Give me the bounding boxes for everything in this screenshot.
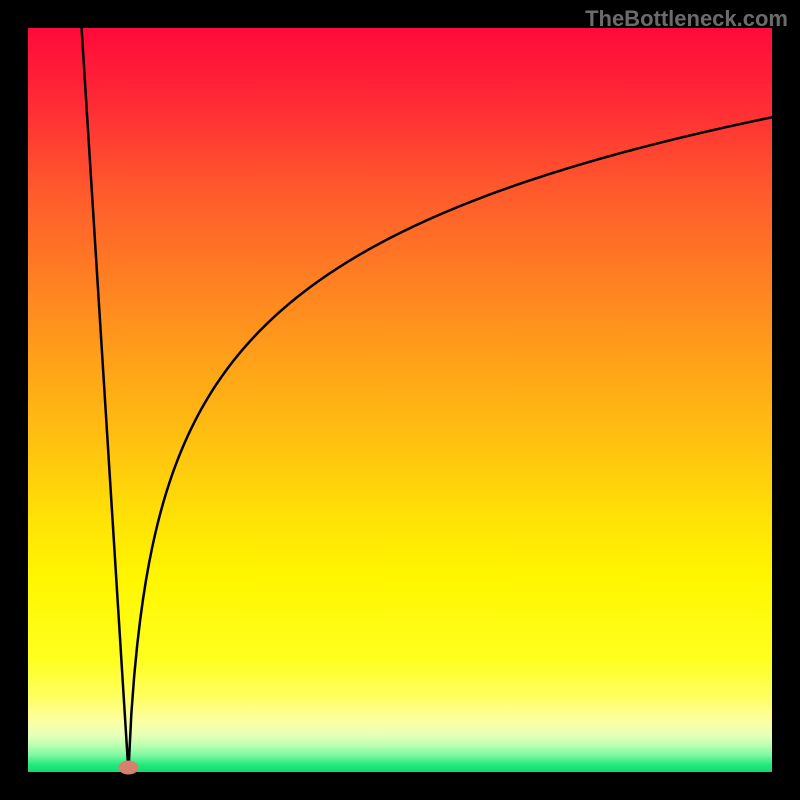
chart-container: TheBottleneck.com xyxy=(0,0,800,800)
plot-background xyxy=(28,28,772,772)
chart-svg xyxy=(0,0,800,800)
cusp-marker xyxy=(118,761,138,775)
